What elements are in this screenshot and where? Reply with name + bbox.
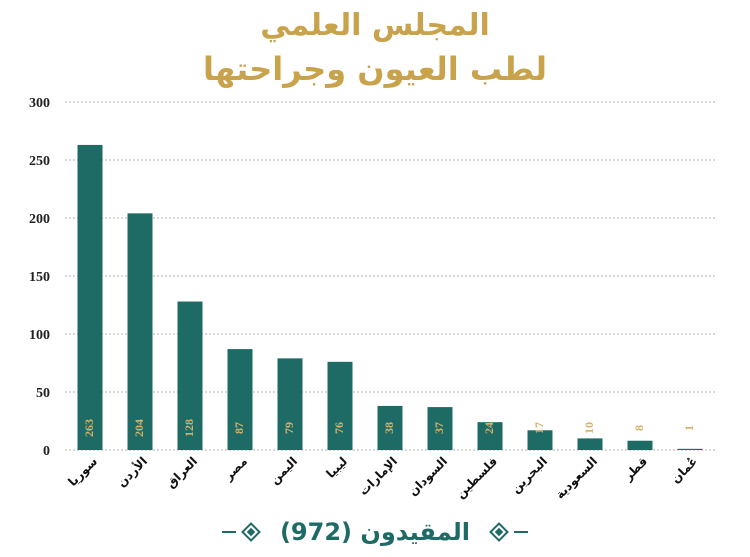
bar [477,422,503,450]
bar [577,438,603,450]
x-tick-label: عُمان [668,454,700,486]
bar-value-label: 8 [632,425,646,431]
x-tick-label: اليمن [267,454,300,487]
bar [377,405,403,450]
bar [127,213,153,450]
y-tick-label: 150 [29,270,50,285]
chart-title-line1: المجلس العلمي [260,8,490,43]
bar [327,361,353,450]
bar [77,144,103,451]
diamond-icon [241,522,261,542]
footer-dash-right [514,531,529,533]
bar-value-label: 24 [482,422,496,434]
x-tick-label: البحرين [508,454,550,496]
bar-value-label: 87 [232,422,246,434]
x-tick-label: ليبيا [323,454,350,481]
y-tick-label: 300 [29,96,50,111]
x-tick-label: سوريا [65,454,101,490]
bar [177,301,203,450]
bar-value-label: 263 [82,419,96,437]
footer-dash-left [221,531,236,533]
x-tick-label: العراق [164,454,201,491]
bar-value-label: 10 [582,422,596,434]
bar [627,440,653,450]
bar-value-label: 79 [282,422,296,434]
x-tick-label: السعودية [553,454,601,502]
chart-title-line2: لطب العيون وجراحتها [203,50,547,88]
bar [277,358,303,450]
x-tick-label: مصر [221,454,250,483]
bar-value-label: 128 [182,419,196,437]
bar [427,407,453,450]
y-tick-label: 250 [29,154,50,169]
diamond-icon [489,522,509,542]
bar-value-label: 37 [432,422,446,434]
bar-value-label: 17 [532,422,546,434]
x-tick-label: السودان [406,454,451,499]
x-tick-label: قطر [620,454,650,484]
y-tick-label: 0 [43,444,50,459]
footer-text: المقيدون (972) [279,518,471,546]
bar-value-label: 38 [382,422,396,434]
x-tick-label: فلسطين [453,454,500,501]
bar [227,349,253,450]
y-tick-label: 100 [29,328,50,343]
bar-value-label: 1 [682,425,696,431]
y-tick-label: 200 [29,212,50,227]
x-tick-label: الإمارات [356,454,400,498]
x-tick-label: الأردن [114,454,150,490]
bar-value-label: 76 [332,422,346,434]
bar-value-label: 204 [132,419,146,437]
y-tick-label: 50 [36,386,50,401]
bar [677,448,703,450]
footer-caption: المقيدون (972) [0,514,750,550]
bar [527,430,553,450]
